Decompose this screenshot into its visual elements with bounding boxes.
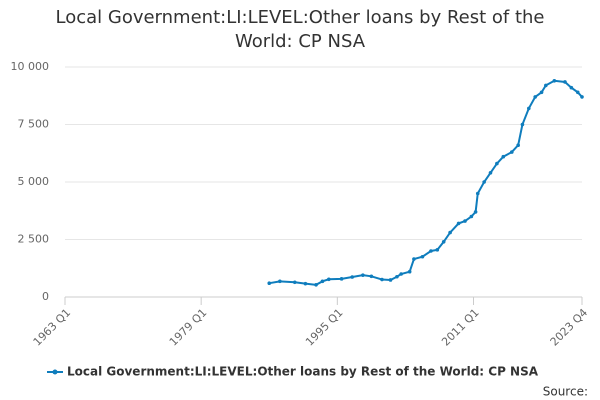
data-point bbox=[463, 219, 467, 223]
data-point bbox=[488, 171, 493, 175]
data-point bbox=[292, 280, 297, 285]
data-point bbox=[473, 210, 478, 214]
data-point bbox=[509, 150, 514, 154]
data-point bbox=[412, 257, 416, 261]
data-point bbox=[399, 272, 403, 276]
data-point bbox=[475, 191, 480, 196]
data-point bbox=[520, 122, 525, 127]
data-point bbox=[456, 221, 461, 226]
chart-title: Local Government:LI:LEVEL:Other loans by… bbox=[55, 7, 545, 52]
data-point bbox=[395, 274, 399, 279]
data-point bbox=[388, 278, 393, 282]
data-point bbox=[441, 240, 446, 244]
data-point bbox=[303, 281, 308, 286]
y-tick-label: 7 500 bbox=[18, 118, 50, 131]
data-point bbox=[563, 80, 567, 84]
x-tick-label: 2023 Q4 bbox=[548, 306, 591, 349]
data-point bbox=[533, 95, 537, 99]
data-point bbox=[539, 90, 544, 95]
data-point bbox=[350, 275, 355, 279]
x-tick-label: 1963 Q1 bbox=[31, 306, 74, 349]
data-line bbox=[269, 79, 583, 286]
data-point bbox=[420, 254, 425, 259]
data-point bbox=[361, 273, 365, 277]
source: Source: bbox=[543, 385, 588, 399]
data-point bbox=[278, 279, 282, 284]
data-point bbox=[327, 277, 331, 282]
data-point bbox=[552, 79, 557, 83]
x-tick-label: 2011 Q1 bbox=[439, 306, 482, 349]
y-tick-label: 0 bbox=[42, 290, 49, 303]
data-point bbox=[435, 248, 440, 252]
data-point bbox=[501, 154, 506, 159]
data-point bbox=[495, 161, 499, 166]
data-point bbox=[482, 180, 486, 184]
data-point bbox=[516, 143, 520, 147]
x-tick-label: 1979 Q1 bbox=[167, 306, 210, 349]
data-point bbox=[544, 83, 548, 88]
data-point bbox=[407, 269, 412, 274]
y-tick-label: 5 000 bbox=[18, 175, 50, 188]
data-point bbox=[339, 277, 344, 281]
y-tick-label: 2 500 bbox=[18, 233, 50, 246]
data-point bbox=[267, 281, 272, 286]
data-point bbox=[575, 90, 580, 95]
legend-label: Local Government:LI:LEVEL:Other loans by… bbox=[67, 365, 539, 379]
x-tick-label: 1995 Q1 bbox=[303, 306, 346, 349]
data-point bbox=[448, 230, 452, 235]
data-point bbox=[320, 279, 325, 284]
data-point bbox=[314, 283, 318, 287]
legend-symbol-dot bbox=[52, 369, 58, 375]
y-tick-label: 10 000 bbox=[11, 60, 50, 73]
data-point bbox=[469, 214, 474, 219]
data-point bbox=[580, 95, 584, 99]
data-point bbox=[429, 249, 433, 253]
data-point bbox=[369, 274, 374, 279]
data-point bbox=[569, 85, 574, 90]
data-point bbox=[380, 277, 384, 282]
data-point bbox=[527, 106, 531, 111]
